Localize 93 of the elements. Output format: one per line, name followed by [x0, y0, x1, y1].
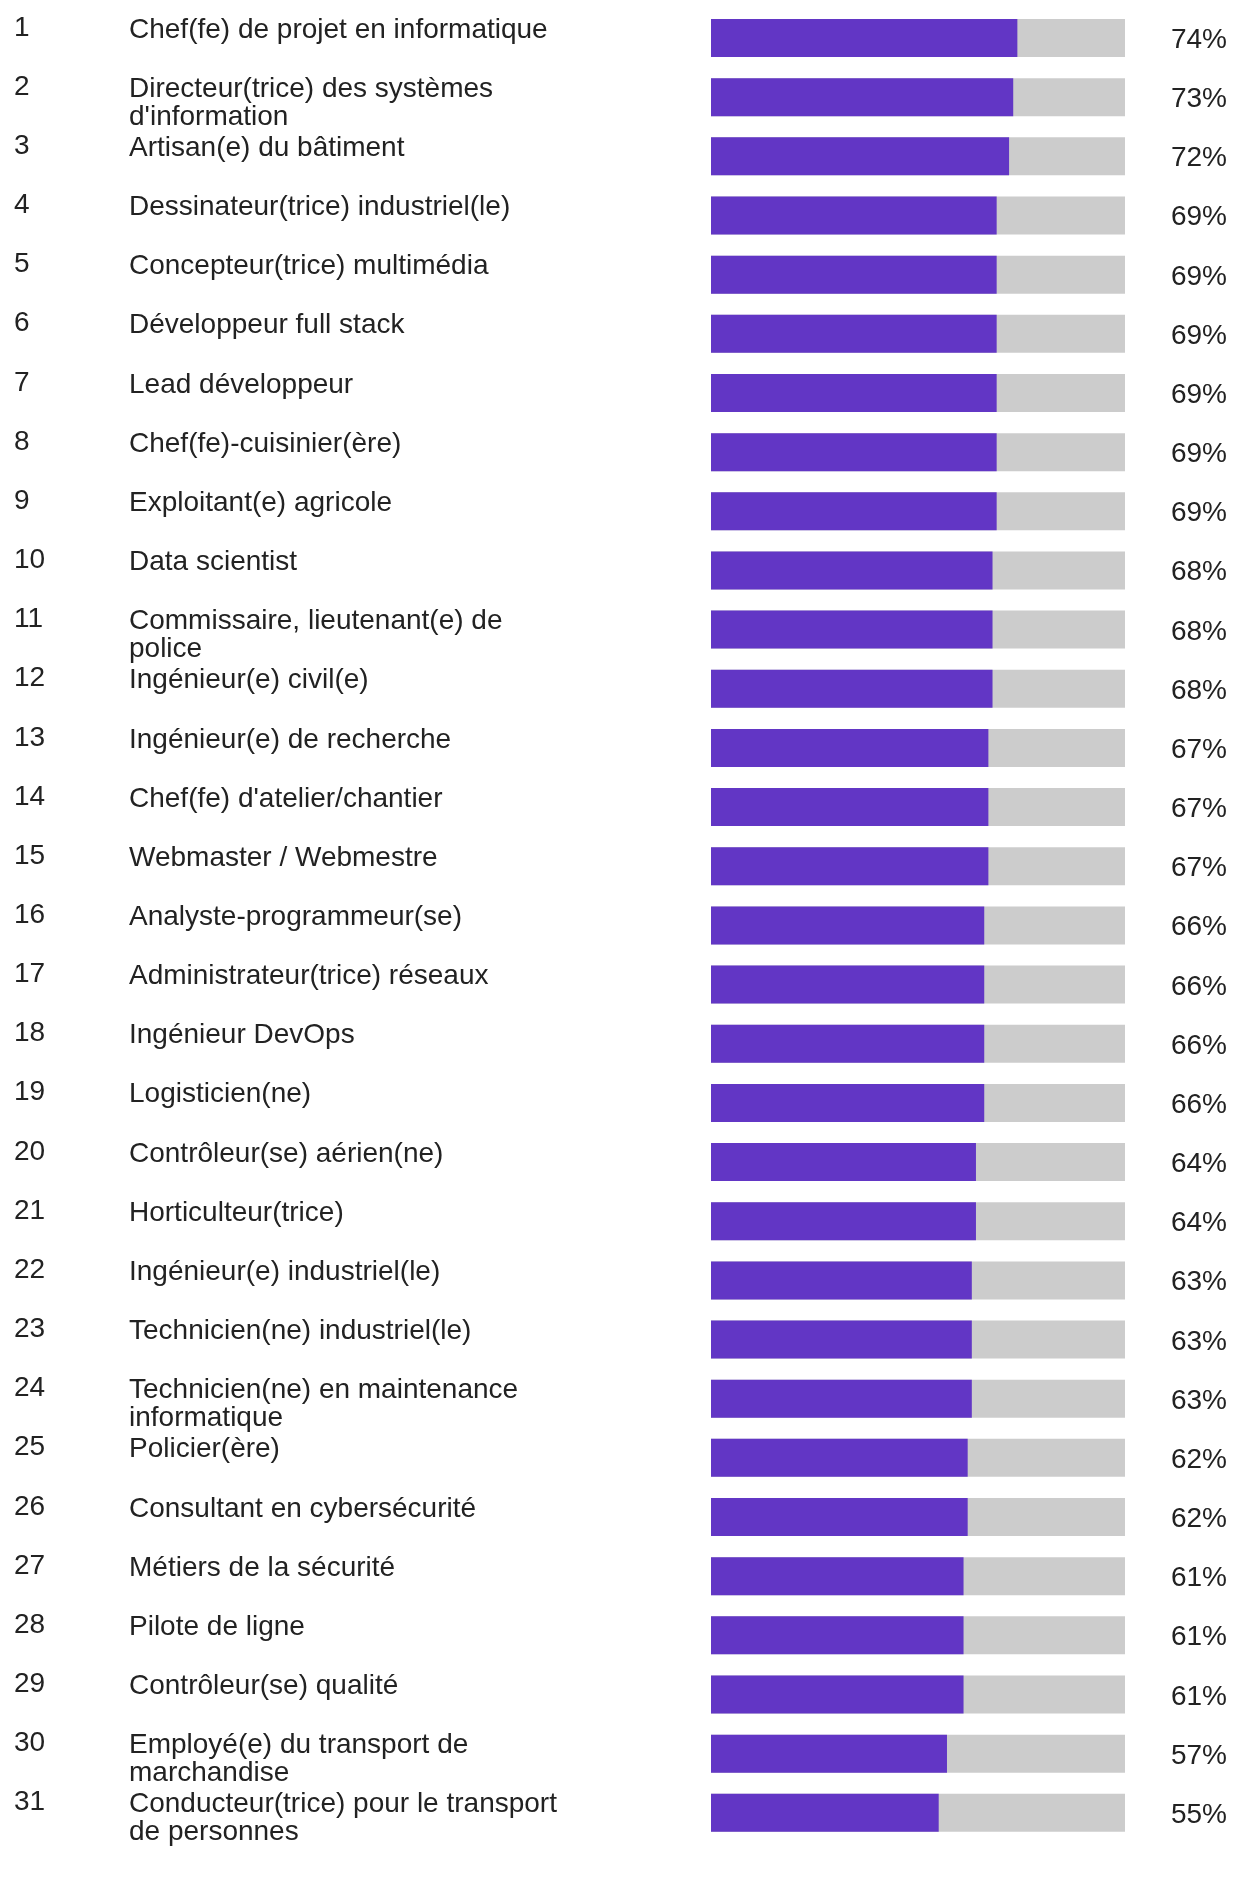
data-label: 69% [1170, 318, 1227, 350]
text: 5 [14, 247, 30, 279]
data-label: 69% [1170, 496, 1227, 528]
y-tick-label: Lead développeur [129, 367, 354, 399]
text: 1 [14, 10, 30, 42]
y-tick-label: Développeur full stack [129, 308, 406, 340]
data-label: 66% [1170, 1028, 1227, 1060]
y-tick-label: Administrateur(trice) réseaux [129, 959, 489, 991]
y-tick-label: Logisticien(ne) [129, 1077, 312, 1109]
y-tick-label: Horticulteur(trice) [129, 1195, 344, 1227]
text: 12 [14, 661, 46, 693]
text: 14 [14, 779, 46, 811]
data-label: 69% [1170, 437, 1227, 469]
y-tick-label: Chef(fe)-cuisinier(ère) [129, 426, 402, 458]
data-label: 61% [1170, 1679, 1227, 1711]
y-tick-label: Ingénieur(e) civil(e) [129, 663, 369, 695]
y-tick-label: Consultant en cybersécurité [129, 1491, 477, 1523]
text: 20 [14, 1134, 46, 1166]
text: 23 [14, 1312, 46, 1344]
data-label: 64% [1170, 1206, 1227, 1238]
data-label: 57% [1170, 1738, 1227, 1770]
text: 15 [14, 838, 46, 870]
data-label: 67% [1170, 851, 1227, 883]
data-label: 68% [1170, 673, 1227, 705]
y-tick-label: Directeur(trice) des systèmes d'information [129, 71, 494, 131]
y-tick-label: Contrôleur(se) aérien(ne) [129, 1136, 444, 1168]
data-label: 63% [1170, 1324, 1227, 1356]
text: 22 [14, 1252, 46, 1284]
y-tick-label: Artisan(e) du bâtiment [129, 130, 405, 162]
y-tick-label: Data scientist [129, 545, 298, 577]
text: 21 [14, 1193, 46, 1225]
text: 8 [14, 424, 30, 456]
data-label: 68% [1170, 555, 1227, 587]
text: 19 [14, 1075, 46, 1107]
text: 9 [14, 483, 30, 515]
y-tick-label: Commissaire, lieutenant(e) de police [129, 604, 503, 664]
y-tick-label: Contrôleur(se) qualité [129, 1669, 399, 1701]
y-tick-label: Pilote de ligne [129, 1609, 305, 1641]
data-label: 72% [1170, 141, 1227, 173]
data-label: 63% [1170, 1383, 1227, 1415]
text: 11 [14, 602, 44, 634]
text: 28 [14, 1607, 46, 1639]
text: 2 [14, 69, 30, 101]
y-tick-label: Policier(ère) [129, 1432, 280, 1464]
y-tick-label: Concepteur(trice) multimédia [129, 249, 489, 281]
data-label: 67% [1170, 792, 1227, 824]
y-tick-label: Chef(fe) de projet en informatique [129, 12, 548, 44]
text: 10 [14, 543, 46, 575]
data-label: 64% [1170, 1147, 1227, 1179]
data-label: 66% [1170, 1087, 1227, 1119]
data-label: 69% [1170, 377, 1227, 409]
data-label: 62% [1170, 1502, 1227, 1534]
y-tick-label: Chef(fe) d'atelier/chantier [129, 781, 443, 813]
data-label: 74% [1170, 23, 1227, 54]
data-label: 66% [1170, 910, 1227, 942]
text: 3 [14, 128, 30, 160]
data-label: 68% [1170, 614, 1227, 646]
y-tick-label: Ingénieur(e) de recherche [129, 722, 452, 754]
text: 30 [14, 1726, 46, 1758]
y-tick-label: Employé(e) du transport de marchandise [129, 1728, 469, 1788]
data-label: 61% [1170, 1561, 1227, 1593]
y-tick-label: Ingénieur DevOps [129, 1018, 355, 1050]
data-label: 67% [1170, 732, 1227, 764]
text: 29 [14, 1667, 46, 1699]
y-tick-label: Conducteur(trice) pour le transport de personnes [129, 1787, 558, 1847]
data-label: 62% [1170, 1442, 1227, 1474]
text: 4 [14, 188, 30, 220]
data-label: 69% [1170, 259, 1227, 291]
y-tick-label: Technicien(ne) en maintenance informatique [129, 1373, 519, 1433]
text: 6 [14, 306, 30, 338]
y-tick-label: Ingénieur(e) industriel(le) [129, 1254, 441, 1286]
data-label: 73% [1170, 82, 1227, 114]
y-tick-label: Métiers de la sécurité [129, 1550, 396, 1582]
y-tick-label: Dessinateur(trice) industriel(le) [129, 190, 511, 222]
text: 31 [14, 1785, 46, 1817]
data-label: 66% [1170, 969, 1227, 1001]
y-tick-label: Exploitant(e) agricole [129, 485, 393, 517]
y-tick-label: Webmaster / Webmestre [129, 840, 438, 872]
text: 13 [14, 720, 46, 752]
data-label: 55% [1170, 1797, 1227, 1829]
text: 18 [14, 1016, 46, 1048]
data-label: 69% [1170, 200, 1227, 232]
y-tick-label: Technicien(ne) industriel(le) [129, 1314, 472, 1346]
text: 17 [14, 957, 46, 989]
data-label: 63% [1170, 1265, 1227, 1297]
text: 25 [14, 1430, 46, 1462]
data-label: 61% [1170, 1620, 1227, 1652]
text: 26 [14, 1489, 46, 1521]
text: 7 [14, 365, 30, 397]
text: 24 [14, 1371, 46, 1403]
text: 16 [14, 898, 46, 929]
text: 27 [14, 1548, 46, 1580]
y-tick-label: Analyste-programmeur(se) [129, 900, 462, 931]
